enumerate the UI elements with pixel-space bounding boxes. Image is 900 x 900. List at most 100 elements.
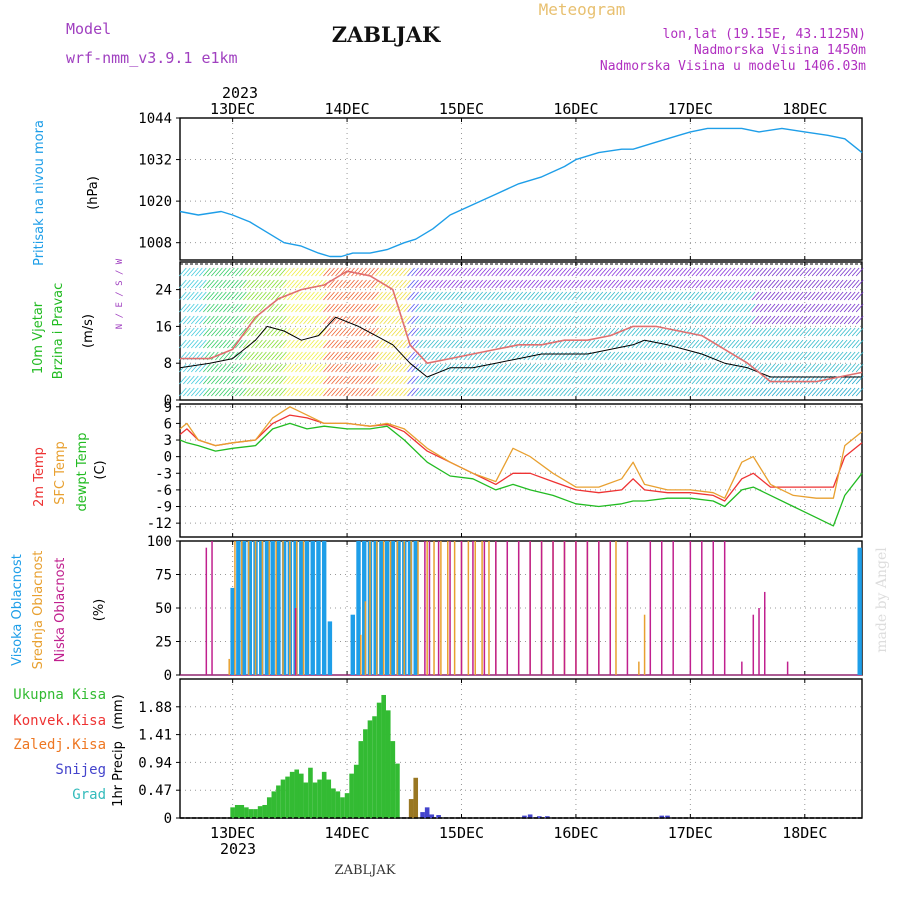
wind-barb [855,303,864,313]
wind-barb [419,387,427,397]
wind-barb [263,387,271,397]
wind-barb [583,387,592,397]
wind-barb [515,315,524,325]
wind-barb [435,315,443,325]
wind-barb [675,279,684,289]
wind-barb [651,303,660,313]
cloud-high-bar [276,541,281,675]
wind-barb [535,315,544,325]
wind-barb [675,303,684,313]
wind-barb [307,303,315,313]
cloud-high-bar [390,541,396,675]
wind-barb [631,303,640,313]
temp-frame [179,403,863,538]
wind-barb [291,303,299,313]
wind-barb [435,291,443,301]
wind-barb [403,375,411,385]
wind-barb [363,315,371,325]
wind-barb [327,303,335,313]
wind-barb [186,375,195,385]
wind-barb [399,279,407,289]
wind-barb [467,279,475,289]
wind-barb [707,315,716,325]
wind-barb [571,387,580,397]
cloud-high-bar [270,541,275,675]
wind-barb [299,351,307,361]
wind-barb [671,303,680,313]
wind-barb [751,363,760,373]
wind-barb [715,279,724,289]
wind-barb [247,315,255,325]
precip-bar [367,720,373,818]
wind-barb [619,279,628,289]
wind-barb [783,387,792,397]
wind-barb [207,303,215,313]
wind-barb [355,387,363,397]
wind-barb [635,387,644,397]
wind-barb [479,291,487,301]
wind-barb [471,363,479,373]
wind-barb [483,279,491,289]
wind-barb [255,375,263,385]
wind-barb [587,375,596,385]
wind-barb [567,351,576,361]
wind-barb [479,267,487,277]
wind-barb [791,291,800,301]
wind-barb [731,303,740,313]
wind-barb [223,267,231,277]
model-label: Model [66,20,111,38]
wind-barb [855,363,864,373]
wind-barb [227,279,235,289]
wind-barb [599,279,608,289]
wind-barb [343,315,351,325]
wind-barb [423,375,431,385]
wind-barb [783,327,792,337]
wind-barb [279,279,287,289]
wind-barb [483,375,491,385]
wind-barb [747,291,756,301]
wind-barb [347,303,355,313]
wind-barb [311,327,319,337]
wind-barb [331,387,339,397]
wind-barb [287,375,295,385]
wind-barb [239,303,247,313]
wind-barb [563,327,572,337]
wind-barb [303,363,311,373]
wind-barb [523,279,532,289]
wind-barb [487,387,495,397]
wind-barb [631,315,640,325]
wind-barb [563,387,572,397]
wind-barb [339,303,347,313]
wind-barb [267,315,275,325]
wind-ytick-label: 0 [164,393,172,409]
wind-barb [215,303,223,313]
wind-barb [267,267,275,277]
wind-barb [827,279,836,289]
wind-barb [255,339,263,349]
wind-barb [587,267,596,277]
wind-barb [603,291,612,301]
pressure-ytick-label: 1020 [138,194,172,210]
wind-barb [319,279,327,289]
wind-barb [671,279,680,289]
wind-barb [503,303,511,313]
wind-barb [823,303,832,313]
wind-barb [267,363,275,373]
wind-barb [407,351,415,361]
wind-barb [819,387,828,397]
precip-bar [234,804,240,818]
wind-barb [539,351,548,361]
wind-barb [395,267,403,277]
precip-bar [522,815,527,818]
wind-barb [178,267,187,277]
wind-barb [807,291,816,301]
wind-barb [307,375,315,385]
wind-barb [283,351,291,361]
temp-ytick-label: 3 [164,433,172,449]
wind-barb [447,279,455,289]
wind-barb [607,315,616,325]
wind-barb [411,363,419,373]
wind-barb [731,387,740,397]
wind-barb [331,279,339,289]
wind-barb [587,387,596,397]
